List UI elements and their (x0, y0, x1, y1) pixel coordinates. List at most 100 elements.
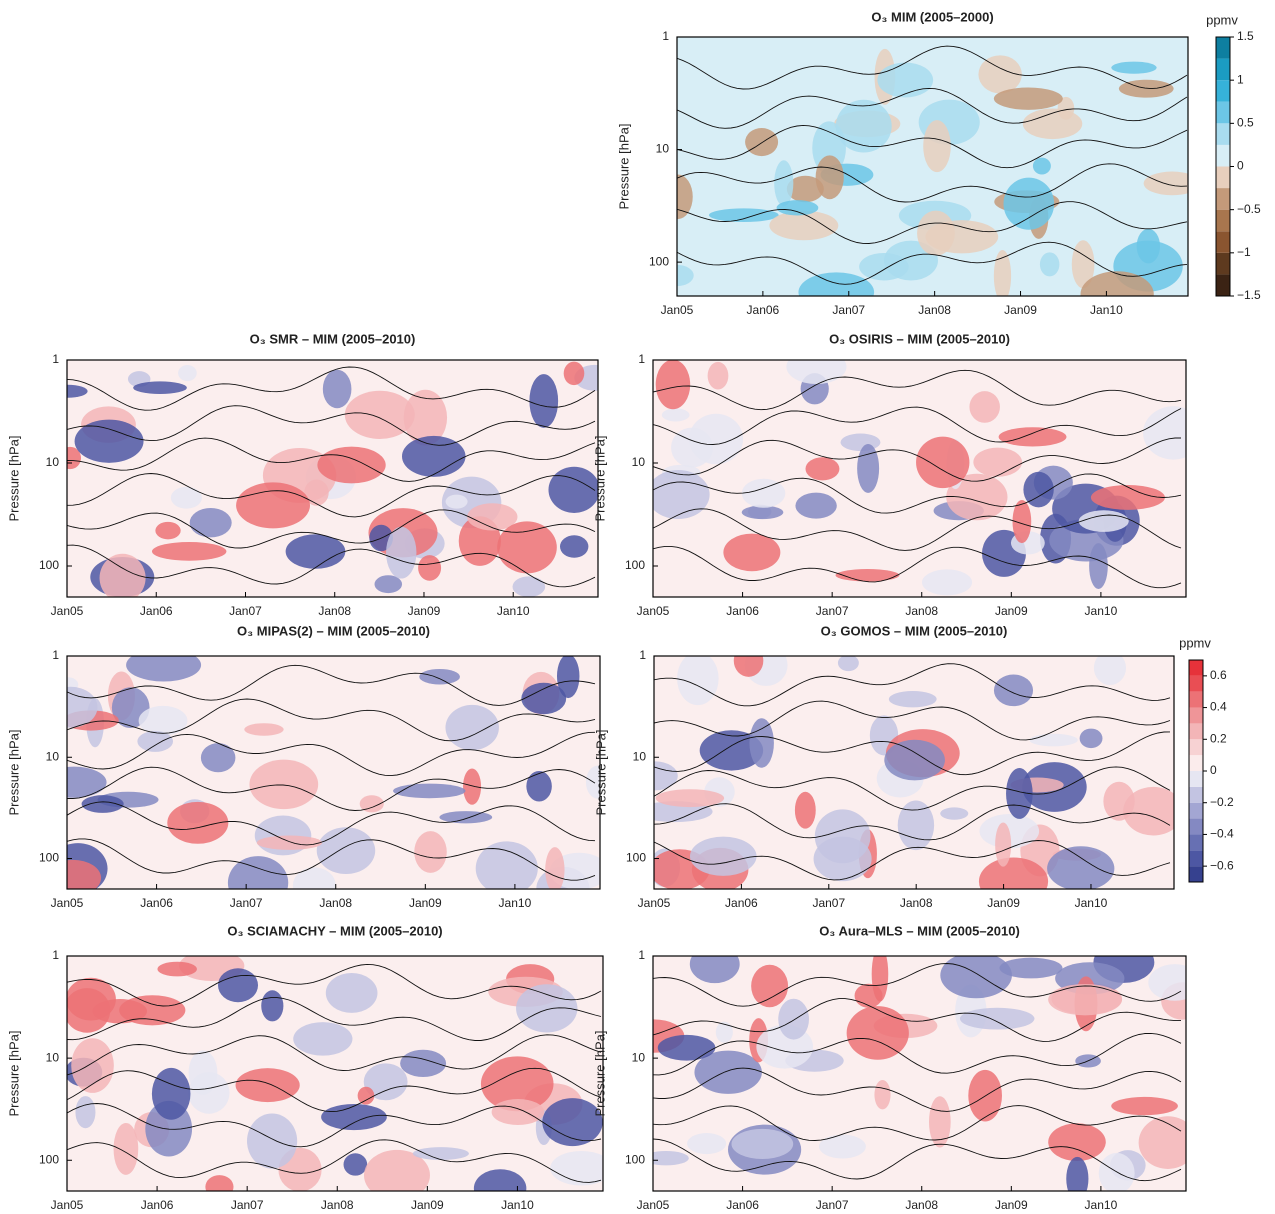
contour-fill (244, 723, 284, 736)
contour-fill (1080, 271, 1154, 296)
contour-fill (778, 998, 809, 1040)
x-tick-label: Jan09 (995, 604, 1028, 618)
contour-fill (654, 761, 678, 791)
contour-fill (67, 766, 107, 798)
contour-fill (677, 264, 694, 287)
contour-fill (363, 1149, 430, 1191)
contour-fill (998, 427, 1067, 447)
colorbar-band (1189, 675, 1203, 692)
contour-fill (1048, 983, 1123, 1016)
x-tick-label: Jan05 (51, 604, 84, 618)
contour-fill (813, 836, 872, 882)
contour-fill (545, 847, 565, 889)
contour-fill (75, 1096, 96, 1129)
contour-fill (526, 770, 552, 802)
x-tick-label: Jan07 (230, 896, 263, 910)
colorbar-tick-label: 1 (1237, 72, 1244, 86)
y-tick-label: 100 (649, 254, 669, 268)
y-tick-label: 10 (46, 455, 60, 469)
y-tick-label: 1 (52, 352, 59, 366)
contour-fill (786, 360, 847, 385)
contour-fill (993, 87, 1063, 110)
contour-fill (559, 535, 589, 558)
x-tick-label: Jan07 (812, 896, 845, 910)
contour-fill (81, 795, 124, 813)
contour-fill (1079, 728, 1103, 749)
contour-line (653, 508, 1182, 551)
contour-fill (119, 995, 186, 1026)
contour-fill (751, 964, 789, 1008)
x-tick-label: Jan08 (918, 303, 951, 317)
colorbar-tick-label: −1 (1237, 245, 1251, 259)
contour-fill (205, 1175, 234, 1191)
plot-frame (676, 36, 1189, 297)
y-tick-label: 10 (632, 455, 646, 469)
contour-fill (1111, 1096, 1178, 1116)
contour-line (653, 963, 1182, 1007)
y-tick-label: 100 (39, 1152, 59, 1166)
contour-fill (1023, 471, 1054, 508)
y-axis-label: Pressure [hPa] (592, 436, 607, 522)
contour-fill (923, 120, 951, 173)
x-tick-label: Jan09 (408, 604, 441, 618)
y-tick-label: 10 (632, 1050, 646, 1064)
colorbar-band (1189, 771, 1203, 787)
y-tick-label: 1 (662, 29, 669, 43)
y-tick-label: 1 (52, 948, 59, 962)
colorbar-band (1189, 739, 1203, 756)
contour-fill (1098, 1152, 1135, 1191)
contour-fill (403, 389, 448, 446)
contour-fill (1093, 656, 1127, 686)
contour-fill (133, 381, 187, 395)
contour-fill (548, 466, 598, 513)
contour-fill (491, 1098, 545, 1126)
colorbar-tick-label: 0 (1210, 763, 1217, 777)
x-tick-label: Jan07 (832, 303, 865, 317)
colorbar-band (1189, 850, 1203, 867)
x-tick-label: Jan10 (501, 1198, 534, 1212)
x-tick-label: Jan08 (900, 896, 933, 910)
plot-area (67, 956, 603, 1191)
contour-fill (995, 822, 1012, 867)
contour-line (677, 87, 1188, 129)
contour-fill (412, 1147, 469, 1160)
contour-fill (946, 473, 1008, 521)
contour-fill (837, 656, 859, 672)
colorbar-label: ppmv (1179, 635, 1211, 650)
colorbar-band (1189, 818, 1203, 835)
contour-line (654, 731, 1171, 776)
colorbar-tick-label: 0.2 (1210, 731, 1227, 745)
contour-fill (1090, 485, 1165, 510)
contour-fill (921, 569, 973, 596)
plot-area (653, 956, 1186, 1191)
contour-fill (794, 791, 816, 829)
colorbar-band (1216, 101, 1230, 124)
contour-fill (261, 990, 284, 1022)
contour-fill (1123, 786, 1174, 836)
contour-fill (325, 972, 378, 1013)
colorbar-band (1189, 866, 1203, 882)
x-tick-label: Jan09 (987, 896, 1020, 910)
colorbar-band (1216, 209, 1230, 232)
x-tick-label: Jan10 (1085, 604, 1118, 618)
x-tick-label: Jan07 (229, 604, 262, 618)
contour-fill (653, 470, 710, 520)
x-tick-label: Jan08 (905, 1198, 938, 1212)
contour-fill (516, 984, 578, 1033)
contour-fill (167, 801, 229, 844)
contour-fill (805, 457, 840, 481)
contour-fill (1148, 964, 1186, 1001)
y-tick-label: 100 (625, 1152, 645, 1166)
contour-fill (1032, 157, 1051, 175)
contour-fill (999, 957, 1063, 979)
chart-title: O₃ Aura–MLS – MIM (2005–2010) (819, 923, 1020, 938)
colorbar-band (1189, 786, 1203, 803)
contour-fill (857, 443, 880, 493)
contour-fill (745, 128, 779, 157)
contour-fill (235, 1068, 300, 1103)
contour-fill (151, 1067, 191, 1120)
x-tick-label: Jan05 (51, 896, 84, 910)
contour-line (67, 1067, 602, 1113)
x-tick-label: Jan05 (637, 604, 670, 618)
contour-fill (343, 1153, 368, 1176)
